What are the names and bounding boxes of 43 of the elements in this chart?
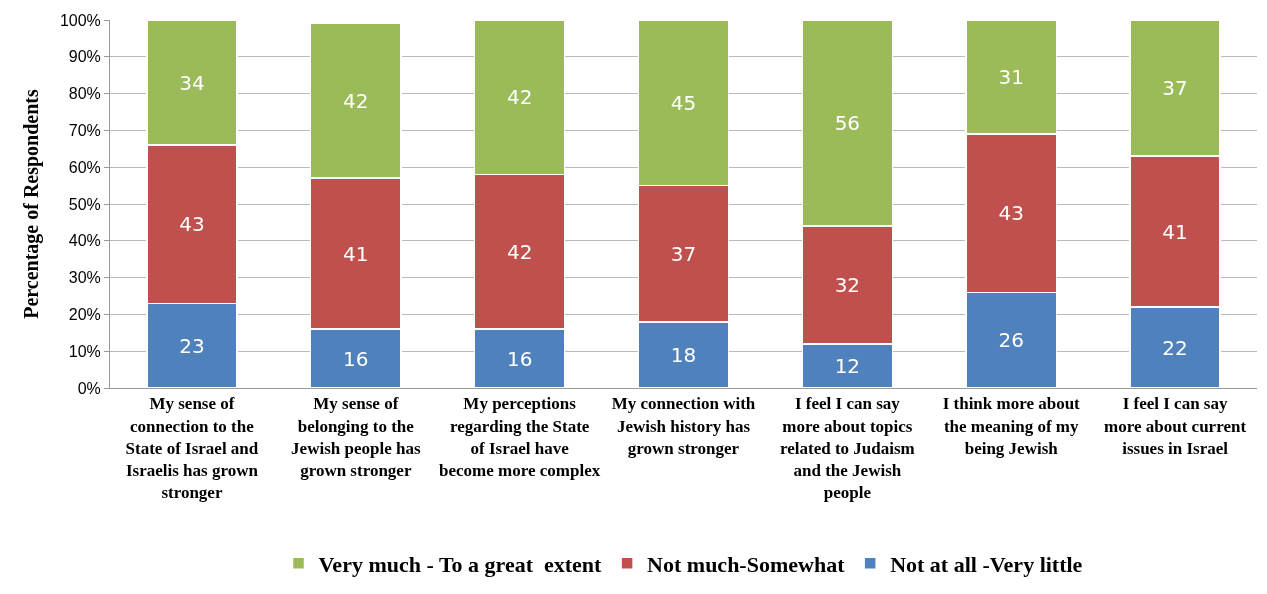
data-label: 42	[506, 239, 533, 264]
data-label: 56	[834, 111, 861, 136]
x-tick-label: My sense of connection to the State of Israel and Israelis has grown stronger	[125, 394, 259, 502]
data-label: 16	[343, 346, 369, 371]
x-tick-label: My perceptions regarding the State of Israel have become more complex	[439, 394, 601, 480]
y-tick-label: 90%	[68, 48, 101, 66]
x-tick-label: My connection with Jewish history has grown stronger	[611, 394, 756, 458]
data-label: 41	[343, 241, 369, 266]
data-label: 37	[1162, 76, 1188, 101]
data-label: 41	[1162, 219, 1188, 244]
y-tick-label: 50%	[68, 195, 101, 213]
y-tick-label: 0%	[77, 379, 101, 397]
data-label: 26	[998, 328, 1024, 353]
legend-label: Very much - To a great extent	[318, 551, 603, 577]
y-tick-label: 60%	[68, 158, 101, 176]
legend-label: Not much-Somewhat	[647, 551, 846, 577]
data-label: 42	[343, 88, 369, 113]
data-label: 45	[670, 90, 697, 115]
y-tick-label: 10%	[68, 342, 101, 360]
data-label: 43	[179, 212, 205, 237]
data-label: 18	[670, 342, 697, 367]
data-label: 34	[179, 70, 205, 95]
y-tick-label: 80%	[68, 85, 101, 103]
data-label: 42	[506, 85, 533, 110]
x-tick-label: I feel I can say more about current issues in Israel	[1104, 394, 1247, 458]
y-tick-label: 20%	[68, 306, 101, 323]
data-label: 43	[998, 201, 1024, 226]
data-label: 16	[506, 346, 533, 371]
x-tick-label: I think more about the meaning of my being Jewish	[942, 394, 1081, 458]
data-label: 12	[834, 353, 861, 378]
x-tick-label: I feel I can say more about topics related to Judaism and the Jewish people	[779, 394, 915, 502]
data-label: 32	[834, 272, 861, 297]
data-label: 23	[179, 333, 205, 358]
data-label: 22	[1162, 335, 1188, 360]
data-label: 37	[670, 241, 697, 266]
y-tick-label: 30%	[68, 269, 101, 287]
legend-label: Not at all -Very little	[890, 551, 1083, 577]
y-axis-title: Percentage of Respondents	[20, 88, 44, 319]
x-tick-label: My sense of belonging to the Jewish people has grown stronger	[291, 394, 421, 480]
y-tick-label: 40%	[68, 232, 101, 250]
y-tick-label: 100%	[59, 11, 101, 29]
data-label: 31	[998, 65, 1024, 90]
y-tick-label: 70%	[68, 122, 101, 139]
